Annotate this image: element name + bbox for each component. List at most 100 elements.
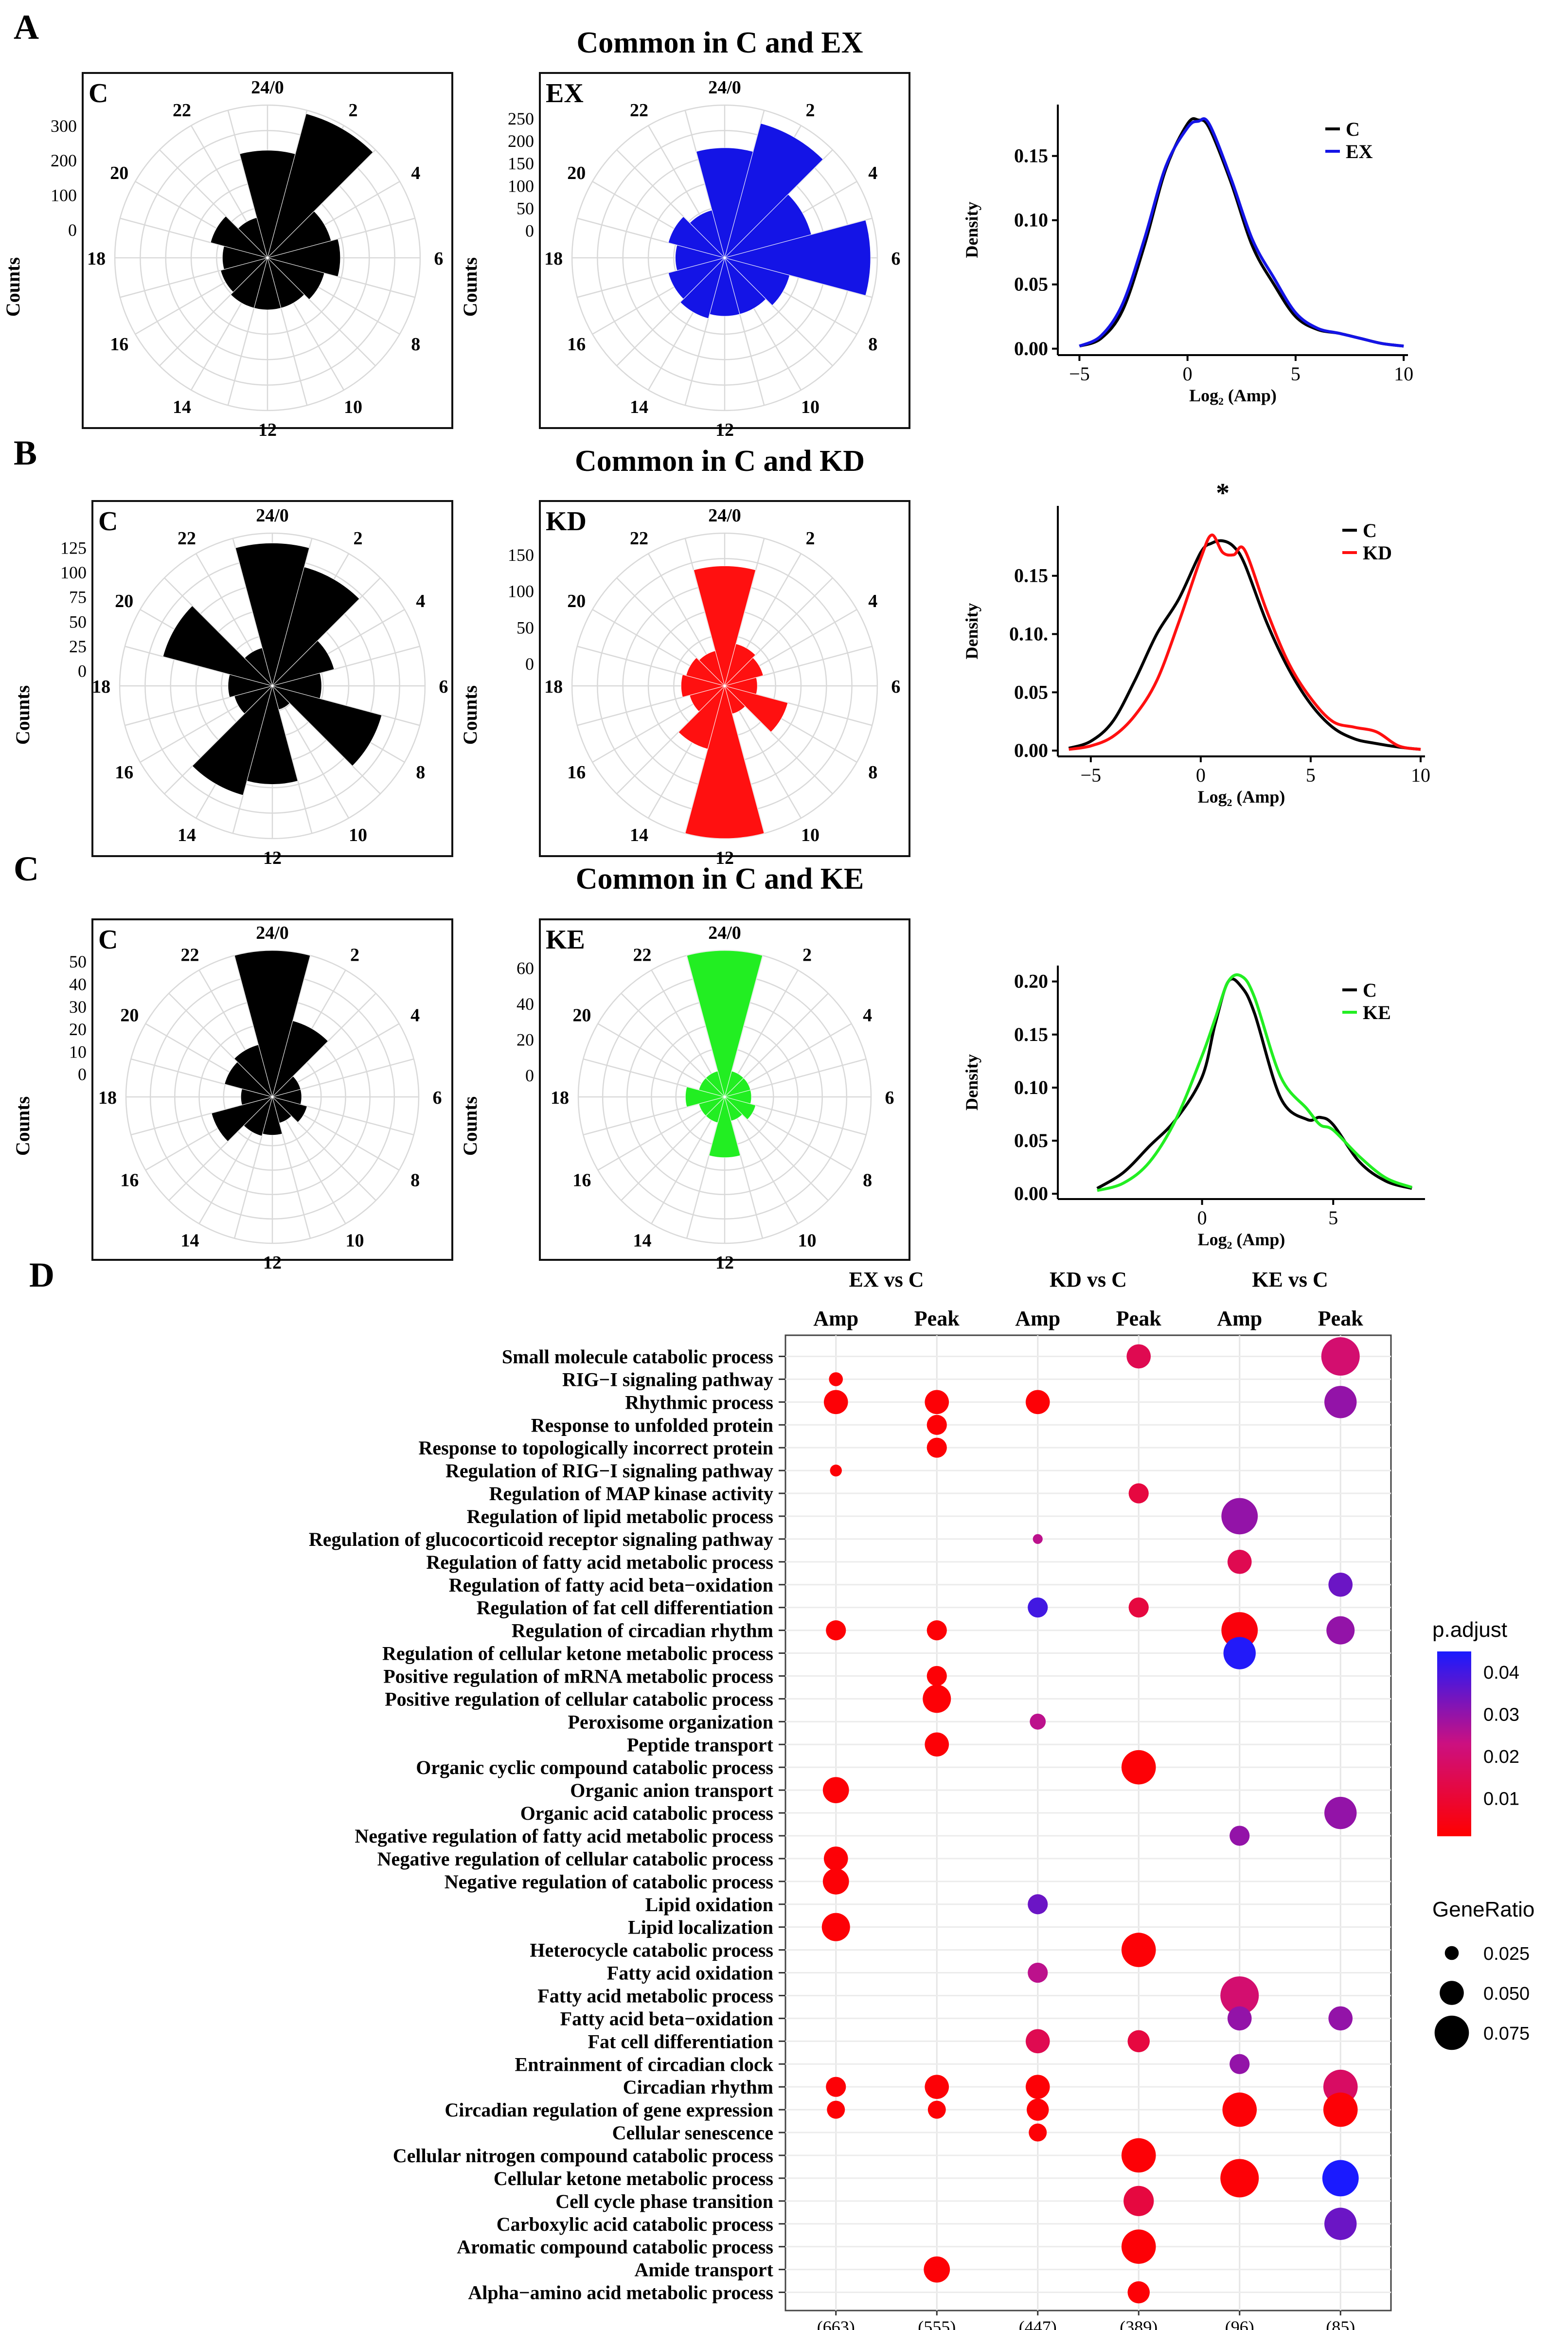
density-curve-kd [1069,533,1421,751]
row-title-a: Common in C and EX [576,26,863,59]
rose-hour-label: 22 [633,945,652,965]
rose-hour-label: 16 [110,334,128,355]
rose-hour-label: 20 [567,591,586,611]
rose-hour-label: 6 [439,677,448,697]
rose-chart-c-c: 24/0 2 4 6 8 10 12 14 16 18 20 22 C 50 40 30 20 10 0 Counts [12,918,453,1273]
rose-hour-label: 24/0 [256,923,289,943]
dotplot-point [1328,1572,1353,1597]
rose-hour-label: 24/0 [251,77,284,98]
dotplot-term-label: Regulation of cellular ketone metabolic … [382,1643,773,1665]
rose-axis-tick-label: 50 [69,612,87,631]
dotplot-term-label: Organic cyclic compound catabolic proces… [416,1756,773,1778]
rose-axis-tick-label: 0 [78,662,87,681]
rose-hour-label: 6 [891,249,900,269]
dotplot-column-count: (663) [817,2317,855,2330]
rose-hour-label: 10 [801,825,820,845]
dotplot-term-label: Regulation of MAP kinase activity [489,1483,773,1505]
density-legend-label: KE [1363,1002,1391,1023]
density-xlabel: Log₂ (Amp) [1198,787,1285,807]
rose-hour-label: 8 [410,1170,420,1191]
rose-wedge-24-0 [239,150,296,259]
dotplot-term-label: Small molecule catabolic process [502,1345,773,1367]
dotplot-point [1030,1713,1046,1730]
rose-hour-label: 10 [349,825,367,845]
rose-wedge-2 [724,123,824,259]
rose-hour-label: 10 [801,397,820,417]
dotplot-point [1027,2098,1049,2121]
density-significance-star: * [1216,478,1229,508]
dotplot-point [1126,1344,1151,1369]
dotplot-column-label: Peak [1318,1307,1363,1330]
density-chart-c: 0 5 0.00 0.05 0.10 0.15 0.20 Log₂ (Amp) Density C… [962,966,1425,1249]
dotplot-column-count: (96) [1225,2317,1254,2330]
density-x-tick-label: 5 [1306,764,1316,786]
rose-hour-label: 12 [258,420,277,440]
rose-wedge-14 [679,257,725,319]
dotplot-point [1221,1612,1258,1649]
rose-wedge-20 [162,605,273,686]
density-x-tick-label: 0 [1196,764,1206,786]
density-x-tick-label: 0 [1183,363,1193,385]
rose-hour-label: 2 [353,528,362,549]
dotplot-term-label: Regulation of glucocorticoid receptor si… [309,1528,773,1550]
density-curve-ex [1079,117,1404,348]
rose-axis-tick-label: 0 [78,1065,87,1084]
dotplot-point [1025,2075,1050,2099]
legend-generatio-dot [1434,2015,1469,2050]
dotplot-term-label: Positive regulation of mRNA metabolic pr… [383,1665,773,1687]
rose-wedge-14 [192,685,273,796]
dotplot-point [1324,1386,1357,1418]
rose-hour-label: 22 [181,945,199,965]
rose-hour-label: 16 [120,1170,139,1191]
rose-axis-tick-label: 50 [517,618,534,637]
dotplot-term-label: Negative regulation of fatty acid metabo… [355,1825,773,1847]
rose-hour-label: 14 [630,397,648,417]
rose-hour-label: 20 [110,163,128,183]
rose-axis-tick-label: 0 [525,1066,534,1085]
rose-wedge-12 [246,685,299,785]
density-x-tick-label: 0 [1197,1207,1207,1229]
rose-wedge-2 [272,566,360,687]
dotplot-term-label: Lipid oxidation [645,1894,773,1916]
dotplot-column-count: (447) [1019,2317,1057,2330]
rose-axis-tick-label: 40 [517,994,534,1014]
dotplot-point [1229,2054,1250,2074]
rose-hour-label: 20 [120,1005,139,1026]
dotplot-term-label: Regulation of RIG−I signaling pathway [445,1460,773,1482]
row-title-b: Common in C and KD [575,445,865,478]
rose-wedge-22 [705,1071,725,1098]
dotplot-group-header: KD vs C [1050,1268,1127,1291]
rose-chart-a-c: 24/0 2 4 6 8 10 12 14 16 18 20 22 C 300 200 100 0 Counts [2,72,453,440]
rose-wedge-16 [211,1096,273,1142]
rose-hour-label: 4 [863,1005,872,1026]
dotplot-point [1121,2229,1156,2264]
dotplot-column-label: Peak [914,1307,960,1330]
density-y-tick-label: 0.20 [1014,970,1048,992]
rose-hour-label: 4 [410,1005,420,1026]
dotplot-point [1328,2006,1353,2031]
dotplot-term-label: Lipid localization [628,1917,773,1938]
rose-wedge-22 [689,210,725,259]
rose-wedge-24-0 [234,950,311,1098]
dotplot-point [1033,1534,1043,1544]
rose-hour-label: 20 [572,1005,591,1026]
rose-wedge-14 [230,257,268,308]
dotplot-point [925,2075,949,2099]
dotplot-point [925,1390,949,1415]
rose-axis-tick-label: 100 [51,186,77,205]
rose-axis-tick-label: 60 [517,959,534,978]
rose-axis-tick-label: 200 [51,151,77,170]
rose-hour-label: 2 [805,100,815,121]
dotplot-group-header: EX vs C [849,1268,924,1291]
rose-hour-label: 2 [805,528,815,549]
dotplot-column-label: Amp [813,1307,858,1330]
rose-hour-label: 12 [263,848,282,868]
dotplot-term-label: Cellular senescence [612,2122,773,2144]
dotplot-point [830,1464,842,1477]
dotplot-point [923,1685,951,1713]
density-x-tick-label: 10 [1394,363,1413,385]
legend-padj-label: 0.03 [1483,1705,1519,1725]
legend-generatio-label: 0.025 [1483,1944,1530,1964]
dotplot-term-label: Negative regulation of cellular cataboli… [377,1848,773,1870]
